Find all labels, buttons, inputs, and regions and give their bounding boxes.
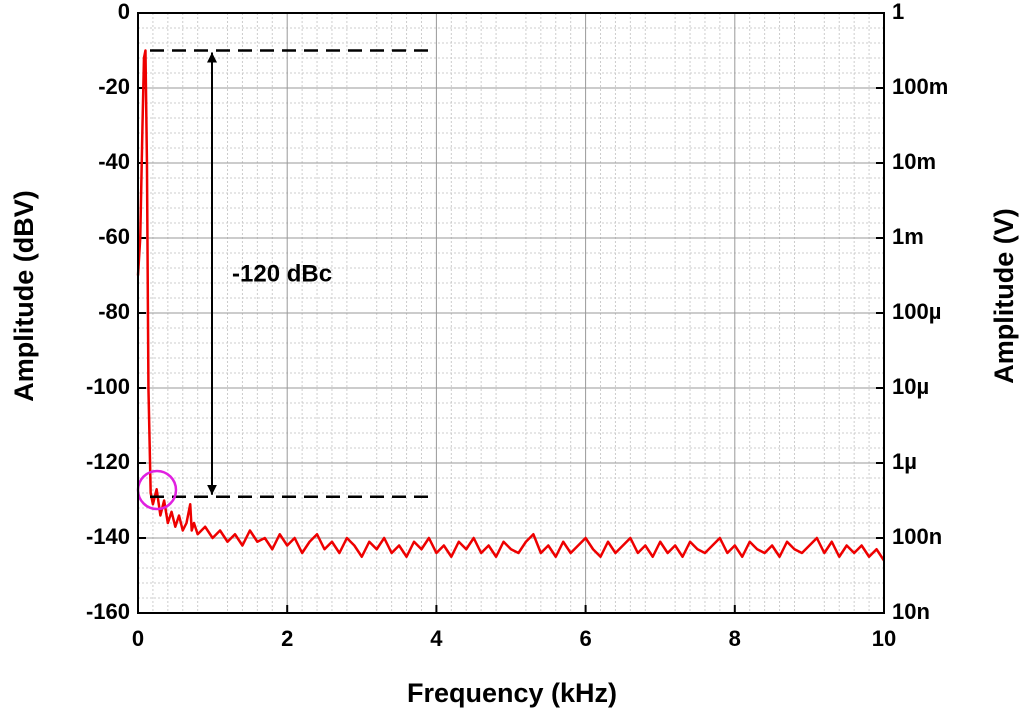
x-tick-label: 4 [430,626,443,651]
y2-tick-label: 100n [892,524,942,549]
y2-tick-label: 10n [892,599,930,624]
y-tick-label: -140 [86,524,130,549]
y2-tick-label: 100µ [892,299,941,324]
y2-axis-label: Amplitude (V) [989,208,1019,384]
annotation: -120 dBc [232,260,332,287]
y-tick-label: -100 [86,374,130,399]
x-tick-label: 8 [729,626,741,651]
y2-tick-label: 1µ [892,449,917,474]
x-tick-label: 2 [281,626,293,651]
y-tick-label: -80 [98,299,130,324]
x-tick-label: 10 [872,626,896,651]
line-series [136,49,886,562]
x-tick-label: 6 [579,626,591,651]
plot-frame [137,12,885,614]
y-tick-label: -20 [98,74,130,99]
y-axis-label: Amplitude (dBV) [9,190,39,401]
y-tick-label: -160 [86,599,130,624]
y-tick-label: 0 [118,0,130,24]
y-tick-label: -60 [98,224,130,249]
y-tick-label: -40 [98,149,130,174]
x-axis-label: Frequency (kHz) [407,678,617,708]
x-tick-label: 0 [132,626,144,651]
y2-tick-label: 1m [892,224,924,249]
y2-tick-label: 100m [892,74,948,99]
y2-tick-label: 10µ [892,374,929,399]
y-tick-label: -120 [86,449,130,474]
y2-tick-label: 1 [892,0,904,24]
y2-tick-label: 10m [892,149,936,174]
